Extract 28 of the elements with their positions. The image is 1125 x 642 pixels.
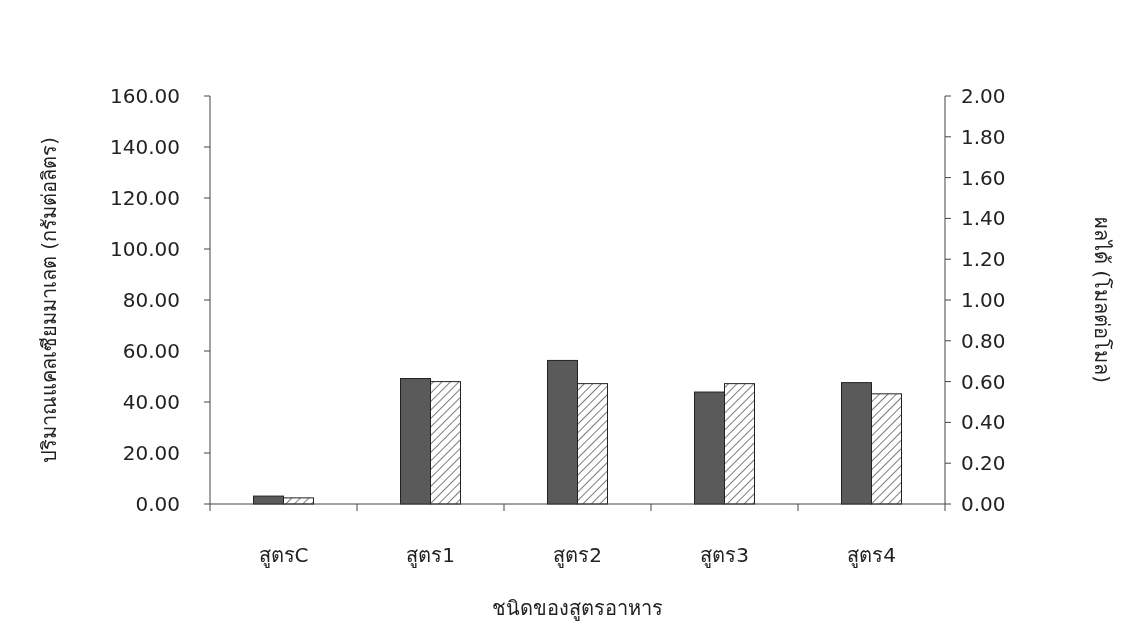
y2-tick-label: 2.00: [961, 84, 1006, 108]
y2-axis-title: ผลได้ (โมลต่อโมล): [1090, 217, 1114, 383]
x-tick-label: สูตร3: [700, 543, 749, 568]
y2-tick-label: 1.80: [961, 124, 1006, 149]
y2-tick-label: 1.40: [961, 206, 1006, 231]
y-tick-label: 140.00: [110, 135, 180, 159]
y2-tick-label: 0.00: [961, 492, 1006, 516]
y-tick-label: 160.00: [110, 84, 180, 108]
y-tick-label: 60.00: [122, 339, 180, 363]
y2-tick-label: 0.80: [961, 328, 1006, 353]
x-axis-title: ชนิดของสูตรอาหาร: [492, 596, 663, 621]
y-tick-label: 20.00: [122, 441, 180, 465]
y-tick-label: 40.00: [122, 390, 180, 414]
y2-tick-label: 1.60: [961, 165, 1006, 190]
x-tick-label: สูตรC: [258, 543, 309, 568]
y-tick-label: 120.00: [110, 186, 180, 210]
x-tick-label: สูตร1: [406, 543, 455, 568]
x-tick-label: สูตร4: [847, 543, 896, 568]
y2-tick-label: 1.20: [961, 247, 1006, 272]
y2-tick-label: 0.60: [961, 369, 1006, 394]
x-tick-label: สูตร2: [553, 543, 602, 568]
y2-tick-label: 0.20: [961, 451, 1006, 476]
y-tick-label: 0.00: [135, 492, 180, 516]
y2-tick-label: 1.00: [961, 288, 1006, 312]
y-tick-label: 100.00: [110, 237, 180, 261]
y-axis-title: ปริมาณแคลเซียมมาเลต (กรัมต่อลิตร): [37, 137, 61, 463]
y2-tick-label: 0.40: [961, 410, 1006, 435]
y-tick-label: 80.00: [122, 288, 180, 312]
